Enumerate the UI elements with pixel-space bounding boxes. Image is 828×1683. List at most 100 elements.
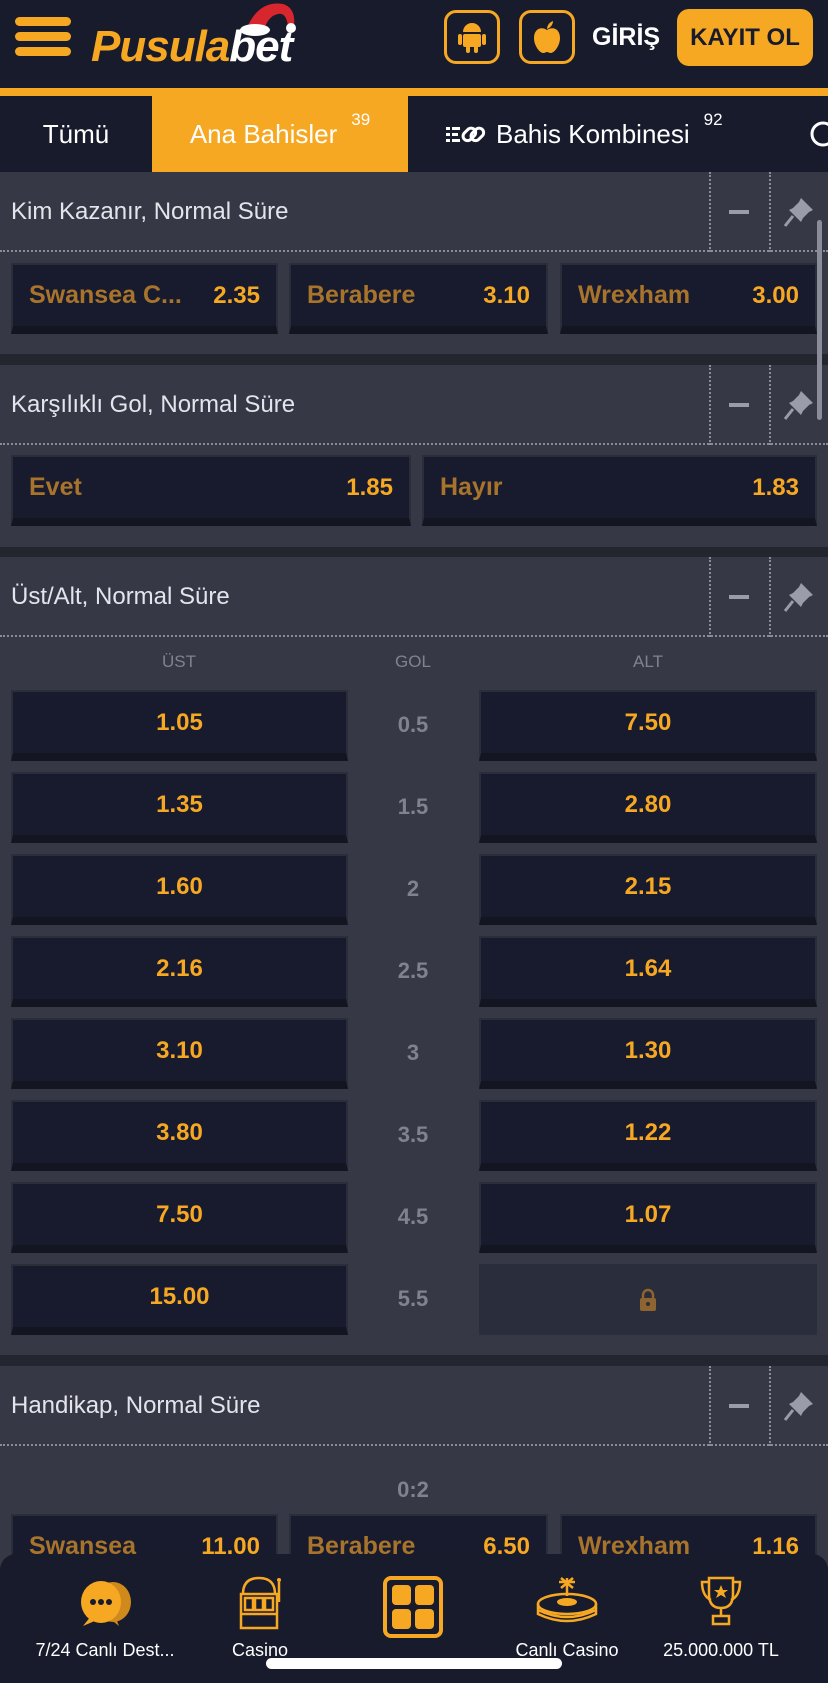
- odd-button-under[interactable]: 2.80: [479, 772, 817, 843]
- odd-value: 7.50: [156, 1200, 203, 1228]
- chat-icon: [81, 1581, 131, 1626]
- market-tabs: Tümü Ana Bahisler 39 Bahis Kombinesi 92: [0, 96, 828, 172]
- odd-value: 3.10: [156, 1036, 203, 1064]
- logo[interactable]: Pusulabet: [91, 22, 293, 71]
- scrollbar[interactable]: [817, 220, 822, 420]
- trophy-icon: [700, 1576, 742, 1626]
- market-title: Handikap, Normal Süre: [11, 1392, 261, 1419]
- odd-button-over[interactable]: 1.05: [11, 690, 348, 761]
- selection-name: Swansea C...: [29, 281, 182, 309]
- collapse-icon[interactable]: [729, 403, 749, 407]
- odd-button[interactable]: Swansea C... 2.35: [11, 263, 278, 334]
- odd-value: 1.22: [624, 1118, 672, 1146]
- odd-button-over[interactable]: 3.10: [11, 1018, 348, 1089]
- odd-button[interactable]: Wrexham 3.00: [560, 263, 817, 334]
- odd-button-over[interactable]: 1.60: [11, 854, 348, 925]
- ios-app-button[interactable]: [519, 10, 575, 64]
- android-icon: [458, 23, 486, 53]
- odd-value: 2.16: [156, 954, 203, 982]
- nav-label: 7/24 Canlı Dest...: [35, 1640, 175, 1660]
- odd-value: 3.10: [483, 281, 530, 309]
- odd-button-locked: [479, 1264, 817, 1335]
- odd-button-over[interactable]: 1.35: [11, 772, 348, 843]
- odd-value: 2.35: [213, 281, 260, 309]
- odd-button-under[interactable]: 1.07: [479, 1182, 817, 1253]
- apple-icon: [534, 21, 560, 53]
- nav-jackpot[interactable]: 25.000.000 TL: [646, 1554, 796, 1683]
- tab-label: Tümü: [42, 118, 110, 149]
- column-header-line: GOL: [395, 652, 431, 671]
- android-app-button[interactable]: [444, 10, 500, 64]
- accent-divider: [0, 88, 828, 96]
- top-header: Pusulabet GİRİŞ KAYIT OL: [0, 0, 828, 88]
- column-header-over: ÜST: [162, 652, 196, 671]
- pin-icon[interactable]: [783, 387, 817, 421]
- odd-button[interactable]: Hayır 1.83: [422, 455, 817, 526]
- collapse-icon[interactable]: [729, 1404, 749, 1408]
- market-header-handicap[interactable]: Handikap, Normal Süre: [0, 1366, 828, 1446]
- market-title: Üst/Alt, Normal Süre: [11, 583, 230, 610]
- nav-menu[interactable]: [338, 1554, 488, 1683]
- nav-label: Casino: [231, 1640, 289, 1660]
- section-divider: [0, 354, 828, 365]
- odd-button-under[interactable]: 7.50: [479, 690, 817, 761]
- tab-all[interactable]: Tümü: [0, 96, 152, 172]
- odd-value: 1.64: [624, 954, 672, 982]
- market-header-over-under[interactable]: Üst/Alt, Normal Süre: [0, 557, 828, 637]
- odd-value: 1.07: [624, 1200, 672, 1228]
- link-icon: [446, 126, 486, 143]
- column-header-under: ALT: [633, 652, 663, 671]
- odd-value: 3.80: [156, 1118, 203, 1146]
- goal-line: 2.5: [397, 958, 429, 983]
- odd-button[interactable]: Berabere 3.10: [289, 263, 548, 334]
- odd-button-over[interactable]: 7.50: [11, 1182, 348, 1253]
- odd-button-under[interactable]: 1.22: [479, 1100, 817, 1171]
- roulette-icon: [536, 1577, 598, 1623]
- nav-live-casino[interactable]: Canlı Casino: [492, 1554, 642, 1683]
- tab-main-bets[interactable]: Ana Bahisler 39: [152, 96, 408, 172]
- register-button[interactable]: KAYIT OL: [677, 9, 813, 66]
- collapse-icon[interactable]: [729, 595, 749, 599]
- home-indicator: [266, 1658, 562, 1669]
- nav-label: 25.000.000 TL: [663, 1640, 779, 1660]
- tab-bet-builder[interactable]: Bahis Kombinesi 92: [446, 96, 723, 172]
- odd-button-over[interactable]: 3.80: [11, 1100, 348, 1171]
- goal-line: 1.5: [397, 794, 429, 819]
- menu-icon[interactable]: [15, 17, 71, 56]
- odd-value: 7.50: [624, 708, 672, 736]
- tab-more[interactable]: [805, 96, 828, 172]
- pin-icon[interactable]: [783, 579, 817, 613]
- odd-button-under[interactable]: 2.15: [479, 854, 817, 925]
- market-title: Kim Kazanır, Normal Süre: [11, 198, 289, 225]
- selection-name: Evet: [29, 473, 82, 501]
- odd-value: 1.83: [752, 473, 799, 501]
- goal-line: 3.5: [397, 1122, 429, 1147]
- lock-icon: [640, 1288, 656, 1311]
- santa-hat-icon: [240, 3, 296, 36]
- odd-button-over[interactable]: 15.00: [11, 1264, 348, 1335]
- nav-label: Canlı Casino: [515, 1640, 619, 1660]
- grid-menu-icon: [383, 1576, 443, 1638]
- stopwatch-icon: [810, 121, 828, 147]
- odd-button-under[interactable]: 1.30: [479, 1018, 817, 1089]
- login-button[interactable]: GİRİŞ: [592, 23, 661, 51]
- odd-button-under[interactable]: 1.64: [479, 936, 817, 1007]
- odd-button[interactable]: Evet 1.85: [11, 455, 411, 526]
- handicap-line: 0:2: [397, 1477, 429, 1502]
- odd-value: 1.60: [156, 872, 203, 900]
- nav-live-support[interactable]: 7/24 Canlı Dest...: [30, 1554, 180, 1683]
- odd-button-over[interactable]: 2.16: [11, 936, 348, 1007]
- pin-icon[interactable]: [783, 1388, 817, 1422]
- odd-value: 1.35: [156, 790, 203, 818]
- goal-line: 2: [406, 876, 420, 901]
- market-header-btts[interactable]: Karşılıklı Gol, Normal Süre: [0, 365, 828, 445]
- tab-label: Bahis Kombinesi: [496, 118, 690, 149]
- selection-name: Wrexham: [578, 281, 691, 309]
- goal-line: 4.5: [397, 1204, 429, 1229]
- pin-icon[interactable]: [783, 194, 817, 228]
- odd-value: 3.00: [752, 281, 799, 309]
- market-header-winner[interactable]: Kim Kazanır, Normal Süre: [0, 172, 828, 252]
- collapse-icon[interactable]: [729, 210, 749, 214]
- nav-casino[interactable]: Casino: [185, 1554, 335, 1683]
- goal-line: 0.5: [397, 712, 429, 737]
